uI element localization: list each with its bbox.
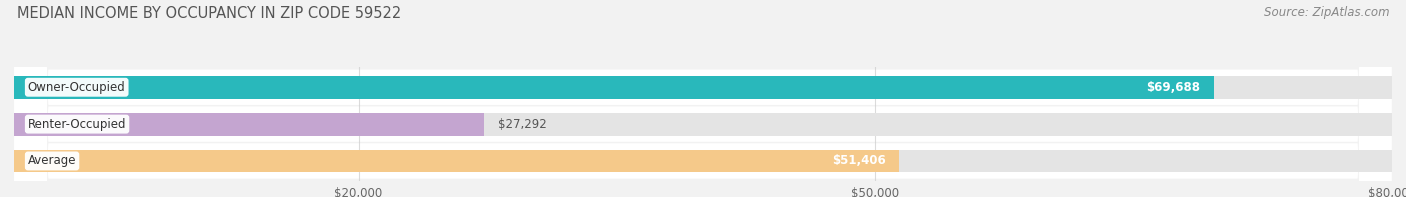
FancyBboxPatch shape (14, 0, 1392, 197)
Text: $51,406: $51,406 (832, 154, 886, 167)
Bar (14, 150, 900, 172)
Text: $27,292: $27,292 (498, 118, 547, 131)
Text: Owner-Occupied: Owner-Occupied (28, 81, 125, 94)
FancyBboxPatch shape (14, 0, 1392, 197)
Text: Average: Average (28, 154, 76, 167)
Text: $69,688: $69,688 (1146, 81, 1201, 94)
Text: Source: ZipAtlas.com: Source: ZipAtlas.com (1264, 6, 1389, 19)
Bar (14, 76, 1215, 99)
Text: MEDIAN INCOME BY OCCUPANCY IN ZIP CODE 59522: MEDIAN INCOME BY OCCUPANCY IN ZIP CODE 5… (17, 6, 401, 21)
Text: Renter-Occupied: Renter-Occupied (28, 118, 127, 131)
Bar (14, 113, 484, 136)
Bar (14, 76, 1392, 99)
Bar (14, 113, 1392, 136)
FancyBboxPatch shape (14, 0, 1392, 197)
Bar (14, 150, 1392, 172)
